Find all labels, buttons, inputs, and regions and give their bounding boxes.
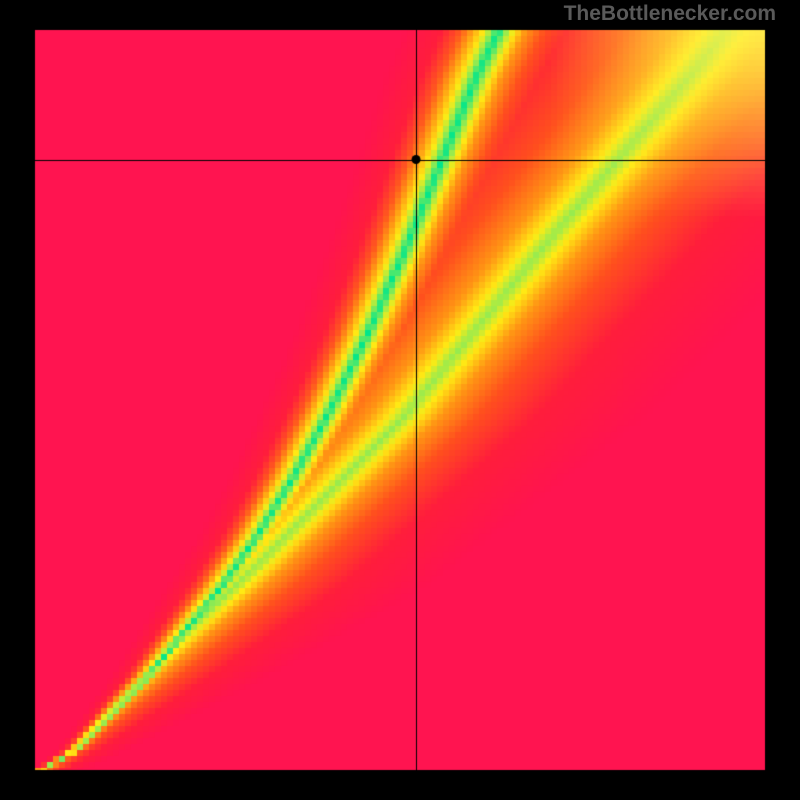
heatmap-canvas: [0, 0, 800, 800]
watermark-label: TheBottlenecker.com: [564, 2, 776, 26]
chart-container: TheBottlenecker.com: [0, 0, 800, 800]
